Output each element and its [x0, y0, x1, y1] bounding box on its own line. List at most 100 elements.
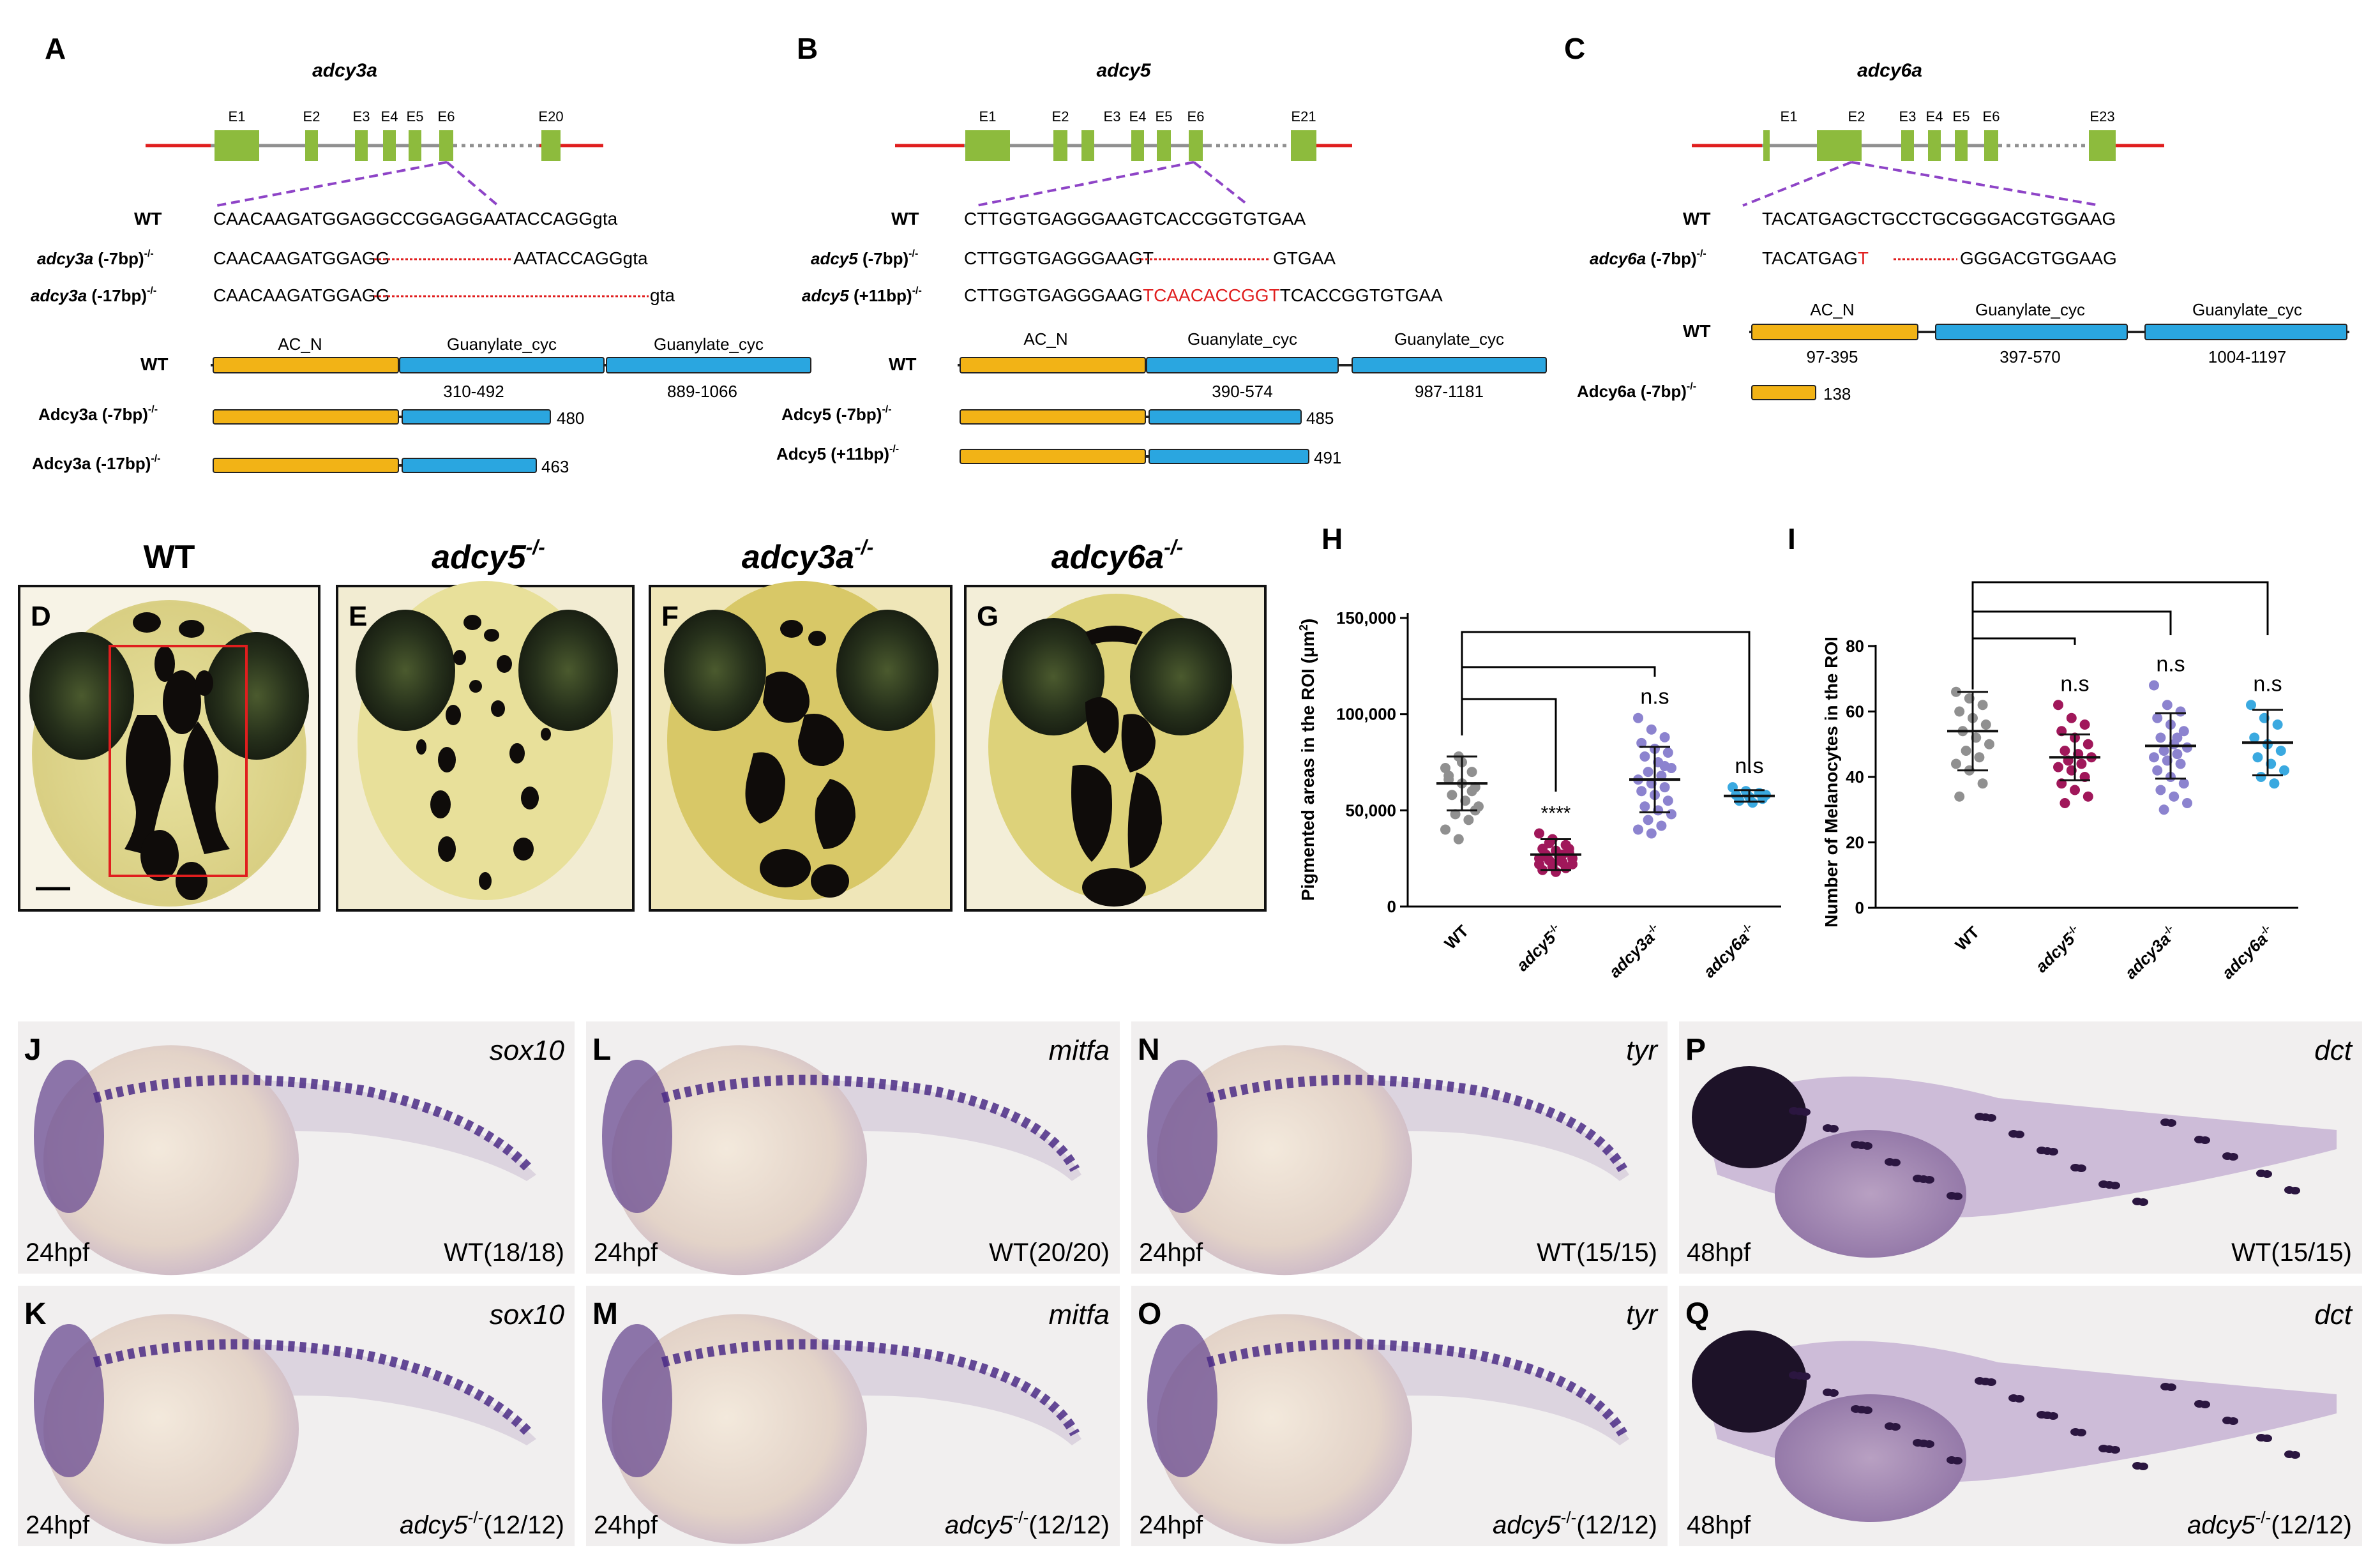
data-point	[2172, 732, 2183, 743]
domain-label: AC_N	[1810, 300, 1854, 319]
data-point	[1659, 761, 1670, 772]
mutant-label: adcy3a (-17bp)-/-	[31, 285, 156, 305]
gene-title-adcy3a: adcy3a	[312, 60, 377, 81]
exon	[1081, 130, 1094, 161]
data-point	[1563, 843, 1574, 854]
photo-title-adcy3a: adcy3a-/-	[742, 536, 874, 576]
exon	[541, 130, 561, 161]
exon	[1928, 130, 1941, 161]
domain-label: AC_N	[1023, 329, 1067, 349]
stage-label: 24hpf	[594, 1511, 658, 1539]
data-point	[1659, 782, 1670, 793]
photo-panel-f: F	[649, 581, 953, 912]
protein-mutant-label: Adcy6a (-7bp)-/-	[1577, 381, 1696, 401]
data-point	[2252, 752, 2263, 763]
significance-label: n.s	[2060, 672, 2089, 696]
x-tick-label: adcy5-/-	[1512, 921, 1566, 975]
exon	[215, 130, 259, 161]
data-point	[2155, 732, 2166, 743]
photo-title-wt: WT	[144, 539, 195, 576]
y-tick-label: 20	[1846, 833, 1864, 852]
data-point	[2060, 746, 2070, 756]
data-point	[1646, 828, 1657, 839]
head-photo-titles: WT adcy5-/- adcy3a-/- adcy6a-/-	[144, 536, 1184, 576]
data-point	[2162, 700, 2173, 711]
panel-label-l: L	[592, 1033, 611, 1067]
data-point	[2178, 726, 2189, 737]
data-point	[1974, 752, 1985, 763]
exon	[1131, 130, 1144, 161]
probe-gene-label: tyr	[1626, 1299, 1659, 1330]
exon	[1157, 130, 1171, 161]
data-point	[2275, 746, 2286, 756]
mutant-label: adcy5 (-7bp)-/-	[811, 248, 918, 268]
exon-label: E6	[1983, 109, 2000, 124]
wt-label: WT	[1683, 209, 1711, 229]
genotype-count-label: WT(15/15)	[1537, 1238, 1657, 1267]
y-tick-label: 40	[1846, 767, 1864, 787]
data-point	[1450, 809, 1461, 820]
exon	[2089, 130, 2116, 161]
data-point	[1636, 737, 1647, 748]
domain-guanylate-cyc	[399, 357, 605, 373]
mutant-sequence-left: CAACAAGATGGAGG	[213, 285, 389, 305]
chart-h-pigmented-area: Pigmented areas in the ROI (μm2) 0 50,000…	[1297, 608, 1781, 981]
mutant-sequence-right: GGGACGTGGAAG	[1960, 248, 2117, 268]
panel-label-n: N	[1138, 1033, 1160, 1067]
x-tick-label: WT	[1440, 921, 1472, 953]
data-point	[1961, 746, 1971, 756]
domain-range: 310-492	[443, 382, 504, 401]
data-point	[1534, 853, 1544, 864]
yolk	[1157, 1314, 1412, 1544]
data-point	[1567, 859, 1578, 870]
data-point	[1980, 719, 1991, 730]
panel-label-d: D	[31, 601, 51, 632]
exon-label: E23	[2090, 109, 2114, 124]
photo-panel-d: D	[18, 585, 320, 912]
probe-gene-label: sox10	[490, 1299, 565, 1330]
exon	[305, 130, 318, 161]
domain-label: Guanylate_cyc	[654, 335, 764, 354]
photo-panel-e: E	[336, 581, 635, 912]
domain-ac-n	[213, 357, 399, 373]
y-axis-label: Pigmented areas in the ROI (μm2)	[1297, 619, 1318, 901]
exon	[1901, 130, 1914, 161]
photo-title-adcy5: adcy5-/-	[432, 536, 545, 576]
domain-range: 97-395	[1807, 347, 1858, 366]
exon-label: E5	[407, 109, 424, 124]
exon-label: E6	[1187, 109, 1205, 124]
domain-guanylate-cyc	[1352, 357, 1547, 373]
data-point	[2246, 700, 2256, 711]
data-point	[2175, 706, 2186, 717]
panel-label-h: H	[1322, 522, 1343, 555]
probe-gene-label: tyr	[1626, 1035, 1659, 1066]
significance-label: n.s	[2253, 672, 2282, 696]
domain-guanylate-cyc	[606, 357, 811, 373]
yolk	[43, 1045, 299, 1276]
significance-label: ****	[1541, 802, 1571, 824]
panel-label-a: A	[45, 32, 66, 65]
exon-label: E3	[353, 109, 370, 124]
y-tick-label: 100,000	[1336, 705, 1396, 724]
stage-label: 24hpf	[1139, 1511, 1203, 1539]
mutant-sequence: CTTGGTGAGGGAAGTCAACACCGGTTCACCGGTGTGAA	[964, 285, 1443, 305]
exon-label: E4	[381, 109, 398, 124]
exon	[355, 130, 368, 161]
panel-label-m: M	[592, 1297, 618, 1331]
gene-title-adcy5: adcy5	[1096, 60, 1151, 81]
domain-guanylate-cyc	[2144, 324, 2347, 340]
data-point	[1447, 790, 1457, 801]
genotype-count-label: adcy5-/-(12/12)	[400, 1508, 564, 1539]
probe-gene-label: dct	[2314, 1299, 2353, 1330]
protein-length: 485	[1306, 409, 1334, 428]
data-point	[2272, 719, 2283, 730]
eye	[1692, 1066, 1807, 1168]
mutant-sequence-left: CAACAAGATGGAGG	[213, 248, 389, 268]
yolk	[1157, 1045, 1412, 1276]
exon	[439, 130, 453, 161]
data-point	[2158, 746, 2169, 756]
panel-label-b: B	[797, 32, 818, 65]
significance-label: n.s	[2156, 652, 2185, 677]
